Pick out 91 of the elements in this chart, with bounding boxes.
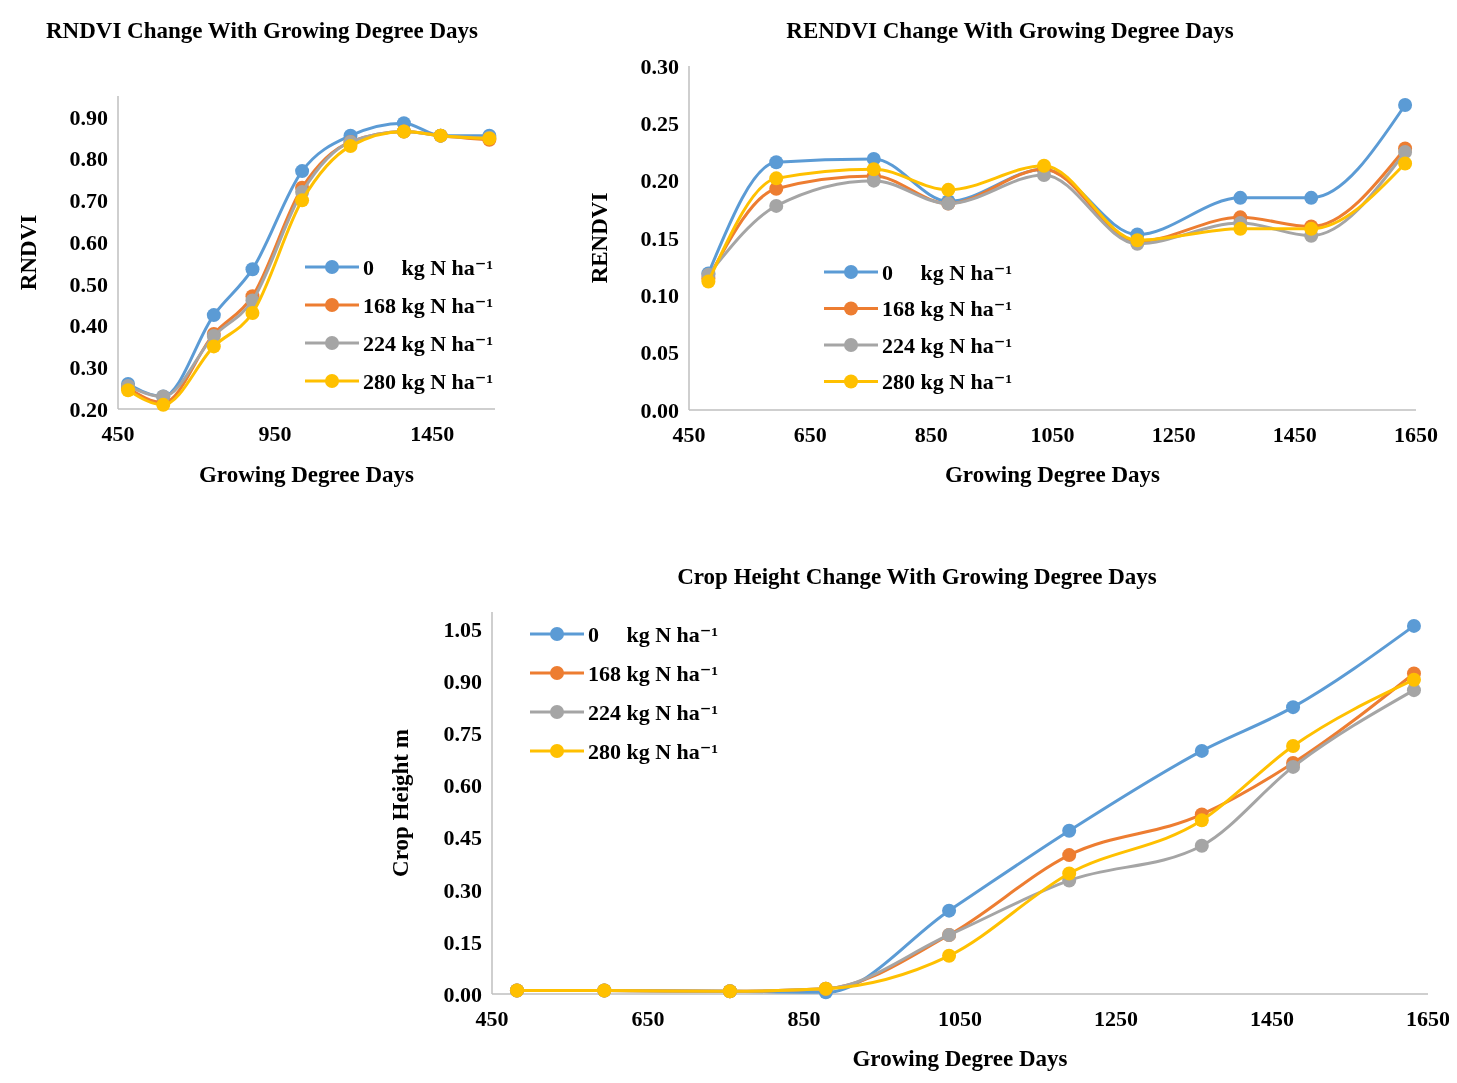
- point: [769, 171, 784, 186]
- x-tick-label: 1450: [1250, 1006, 1294, 1031]
- point: [1406, 672, 1421, 687]
- point: [1398, 156, 1413, 171]
- y-tick-label: 0.60: [443, 773, 482, 799]
- point: [1398, 97, 1413, 112]
- y-tick-label: 0.00: [443, 981, 482, 1007]
- y-tick-label: 0.15: [640, 225, 679, 251]
- x-tick-label: 650: [631, 1006, 665, 1031]
- y-axis-title: RNDVI: [16, 214, 42, 291]
- legend-label: 168 kg N ha⁻¹: [588, 660, 719, 686]
- x-tick-label: 450: [475, 1006, 509, 1031]
- y-tick-label: 0.50: [69, 271, 108, 297]
- y-tick-label: 0.10: [640, 283, 679, 309]
- point: [295, 164, 310, 179]
- y-tick-label: 0.05: [640, 340, 679, 366]
- x-tick-label: 650: [793, 422, 827, 447]
- point: [941, 182, 956, 197]
- point: [1286, 739, 1301, 754]
- y-axis-title: RENDVI: [587, 192, 613, 284]
- y-axis-title: Crop Height m: [388, 729, 414, 877]
- point: [942, 903, 957, 918]
- legend-label: 280 kg N ha⁻¹: [588, 738, 719, 764]
- x-tick-label: 1650: [1394, 422, 1438, 447]
- x-tick-label: 850: [787, 1006, 821, 1031]
- y-tick-label: 0.30: [443, 877, 482, 903]
- legend-label: 0 kg N ha⁻¹: [882, 259, 1013, 285]
- legend-label: 168 kg N ha⁻¹: [363, 292, 494, 318]
- legend-label: 280 kg N ha⁻¹: [882, 369, 1013, 395]
- y-tick-label: 0.40: [69, 313, 108, 339]
- point: [1233, 190, 1248, 205]
- point: [1062, 866, 1077, 881]
- point: [1406, 618, 1421, 633]
- y-tick-label: 0.90: [69, 104, 108, 130]
- chart-title: RENDVI Change With Growing Degree Days: [786, 18, 1234, 44]
- point: [1062, 823, 1077, 838]
- point: [769, 198, 784, 213]
- point: [206, 339, 221, 354]
- y-tick-label: 1.05: [443, 617, 482, 643]
- y-tick-label: 0.90: [443, 669, 482, 695]
- chart-title: RNDVI Change With Growing Degree Days: [45, 18, 479, 44]
- y-tick-label: 0.30: [69, 354, 108, 380]
- legend-label: 224 kg N ha⁻¹: [882, 332, 1013, 358]
- point: [942, 948, 957, 963]
- y-tick-label: 0.60: [69, 229, 108, 255]
- point: [1233, 221, 1248, 236]
- y-tick-label: 0.70: [69, 188, 108, 214]
- point: [1398, 145, 1413, 159]
- x-tick-label: 1050: [1030, 422, 1075, 447]
- y-tick-label: 0.30: [640, 53, 679, 79]
- x-tick-label: 1450: [410, 421, 455, 446]
- point: [1062, 848, 1077, 863]
- legend-label: 0 kg N ha⁻¹: [363, 254, 494, 280]
- legend-label: 280 kg N ha⁻¹: [363, 368, 494, 394]
- x-tick-label: 1250: [1094, 1006, 1138, 1031]
- y-tick-label: 0.45: [443, 825, 482, 851]
- x-tick-label: 1050: [938, 1006, 982, 1031]
- point: [1286, 700, 1301, 715]
- x-tick-label: 450: [672, 422, 706, 447]
- y-tick-label: 0.80: [69, 146, 108, 172]
- x-tick-label: 1450: [1272, 422, 1317, 447]
- x-tick-label: 1650: [1406, 1006, 1450, 1031]
- x-tick-label: 850: [914, 422, 948, 447]
- legend-label: 224 kg N ha⁻¹: [363, 330, 494, 356]
- y-tick-label: 0.20: [640, 168, 679, 194]
- y-tick-label: 0.00: [640, 397, 679, 423]
- x-axis-title: Growing Degree Days: [198, 462, 415, 487]
- point: [206, 308, 221, 323]
- legend-label: 0 kg N ha⁻¹: [588, 621, 719, 647]
- point: [1194, 743, 1209, 758]
- point: [245, 306, 260, 321]
- x-tick-label: 1250: [1151, 422, 1196, 447]
- point: [343, 139, 358, 154]
- point: [1194, 813, 1209, 828]
- legend-label: 168 kg N ha⁻¹: [882, 296, 1013, 322]
- legend-label: 224 kg N ha⁻¹: [588, 699, 719, 725]
- point: [1194, 838, 1209, 853]
- y-tick-label: 0.15: [443, 929, 482, 955]
- point: [1037, 158, 1052, 173]
- y-tick-label: 0.20: [69, 396, 108, 422]
- x-axis-title: Growing Degree Days: [852, 1046, 1068, 1071]
- chart-title: Crop Height Change With Growing Degree Days: [677, 564, 1157, 590]
- point: [769, 155, 784, 170]
- point: [295, 193, 310, 208]
- y-tick-label: 0.25: [640, 111, 679, 137]
- point: [245, 262, 260, 277]
- point: [1304, 190, 1319, 205]
- x-tick-label: 450: [101, 421, 135, 446]
- x-axis-title: Growing Degree Days: [944, 462, 1161, 487]
- y-tick-label: 0.75: [443, 721, 482, 747]
- x-tick-label: 950: [258, 421, 292, 446]
